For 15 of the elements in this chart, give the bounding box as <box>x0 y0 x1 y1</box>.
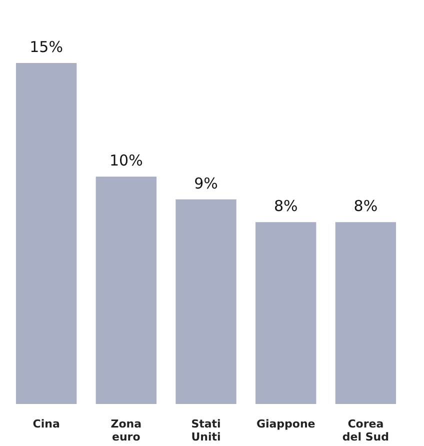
data-label: 15% <box>30 38 63 56</box>
bar <box>256 222 316 404</box>
x-tick-label: Zona euro <box>110 418 142 444</box>
bar <box>96 176 156 404</box>
data-label: 9% <box>194 174 218 192</box>
bar <box>335 222 396 404</box>
bar <box>176 199 236 404</box>
data-label: 10% <box>109 152 143 170</box>
x-tick-label: Corea del Sud <box>342 418 389 444</box>
x-tick-label: Cina <box>32 418 60 430</box>
data-label: 8% <box>354 197 378 216</box>
x-tick-label: Giappone <box>256 418 316 430</box>
x-tick-label: Stati Uniti <box>191 418 221 444</box>
bar <box>16 63 77 404</box>
data-label: 8% <box>274 197 298 216</box>
